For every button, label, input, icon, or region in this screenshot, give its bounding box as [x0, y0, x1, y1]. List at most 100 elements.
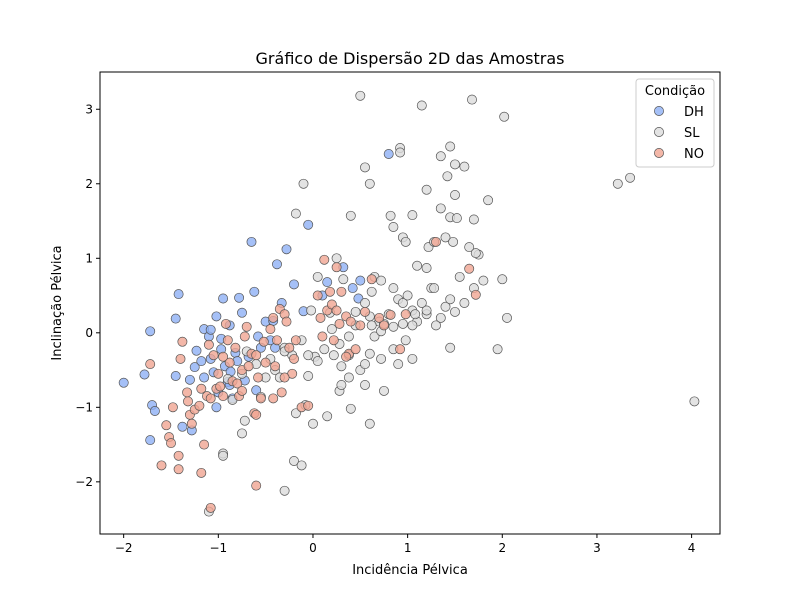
- point-dh-4: [145, 326, 156, 337]
- point-no-29: [224, 357, 235, 368]
- point-no-50: [276, 387, 287, 398]
- point-no-90: [331, 305, 342, 316]
- point-sl-26: [388, 283, 399, 294]
- point-sl-72: [407, 210, 418, 221]
- x-tick-label: −1: [209, 541, 227, 555]
- legend-label-sl: SL: [684, 126, 700, 141]
- point-no-7: [173, 464, 184, 475]
- point-sl-3: [237, 428, 247, 439]
- legend-marker-no: [654, 148, 664, 158]
- y-axis-label: Inclinação Pélvica: [50, 245, 65, 360]
- point-no-31: [230, 342, 241, 353]
- point-no-71: [345, 316, 356, 327]
- point-sl-93: [366, 286, 377, 297]
- point-sl-58: [445, 141, 456, 152]
- point-dh-56: [184, 374, 195, 385]
- x-tick-label: 1: [404, 541, 412, 555]
- point-dh-23: [218, 293, 229, 304]
- point-sl-76: [290, 208, 301, 219]
- point-no-86: [218, 351, 229, 362]
- point-no-91: [341, 351, 352, 362]
- point-dh-16: [205, 324, 216, 335]
- point-dh-7: [170, 371, 181, 381]
- point-no-55: [289, 353, 299, 364]
- point-no-53: [284, 342, 295, 353]
- point-sl-120: [407, 320, 418, 331]
- point-no-75: [366, 274, 377, 285]
- legend: Condição DH SL NO: [635, 78, 715, 168]
- chart-title: Gráfico de Dispersão 2D das Amostras: [256, 49, 565, 68]
- point-sl-35: [431, 320, 441, 331]
- point-sl-96: [326, 324, 337, 335]
- point-dh-8: [170, 313, 181, 324]
- point-no-88: [279, 372, 290, 383]
- point-sl-135: [410, 309, 421, 320]
- point-no-20: [203, 339, 214, 350]
- point-no-85: [251, 480, 262, 491]
- point-no-0: [145, 359, 156, 370]
- point-sl-2: [218, 450, 229, 461]
- point-no-82: [464, 263, 475, 274]
- point-sl-119: [397, 318, 408, 329]
- legend-marker-dh: [654, 106, 664, 116]
- point-no-77: [379, 320, 389, 331]
- point-sl-59: [450, 159, 460, 170]
- point-sl-114: [400, 335, 411, 346]
- point-no-46: [268, 312, 279, 323]
- point-sl-85: [470, 248, 481, 259]
- x-axis: −2 −1 0 1 2 3 4: [115, 534, 695, 555]
- point-dh-1: [145, 435, 156, 446]
- point-sl-22: [360, 298, 370, 308]
- x-axis-label: Incidência Pélvica: [352, 563, 468, 578]
- point-no-24: [213, 368, 224, 379]
- point-no-74: [360, 306, 370, 317]
- point-sl-17: [364, 418, 375, 429]
- point-dh-34: [249, 286, 260, 297]
- point-no-16: [196, 383, 207, 394]
- point-no-2: [161, 420, 172, 431]
- point-sl-66: [450, 190, 460, 200]
- y-tick-label: 1: [85, 251, 93, 265]
- point-sl-77: [388, 222, 399, 232]
- plot-frame: [99, 71, 721, 535]
- point-no-37: [243, 361, 254, 372]
- point-sl-92: [376, 275, 387, 286]
- point-sl-6: [289, 456, 299, 466]
- point-sl-67: [483, 195, 494, 206]
- point-sl-60: [459, 161, 470, 172]
- point-sl-106: [336, 361, 347, 372]
- y-tick-label: 0: [85, 326, 93, 340]
- point-no-6: [173, 450, 184, 461]
- point-dh-52: [355, 275, 366, 286]
- point-dh-6: [173, 289, 184, 300]
- point-no-1: [156, 460, 167, 471]
- point-no-25: [215, 381, 226, 392]
- point-sl-62: [442, 171, 453, 182]
- point-no-42: [255, 393, 266, 404]
- point-sl-121: [421, 305, 432, 316]
- point-no-41: [253, 372, 264, 383]
- legend-title: Condição: [645, 84, 705, 99]
- point-dh-12: [191, 345, 202, 356]
- point-sl-105: [328, 350, 339, 361]
- point-sl-15: [336, 380, 347, 390]
- point-sl-118: [388, 321, 399, 332]
- point-sl-50: [416, 100, 427, 111]
- point-sl-18: [360, 380, 370, 390]
- point-sl-52: [499, 111, 510, 122]
- point-no-32: [232, 378, 243, 389]
- point-no-93: [251, 409, 262, 420]
- point-no-52: [281, 316, 292, 327]
- point-sl-37: [440, 301, 451, 312]
- point-sl-133: [366, 320, 377, 331]
- point-no-89: [317, 331, 328, 342]
- x-tick-label: 2: [498, 541, 506, 555]
- point-no-11: [183, 396, 193, 407]
- point-sl-63: [360, 162, 370, 173]
- point-sl-90: [338, 274, 349, 285]
- point-no-61: [319, 254, 330, 265]
- point-sl-10: [303, 371, 314, 381]
- point-no-65: [328, 335, 339, 346]
- point-dh-30: [234, 292, 245, 303]
